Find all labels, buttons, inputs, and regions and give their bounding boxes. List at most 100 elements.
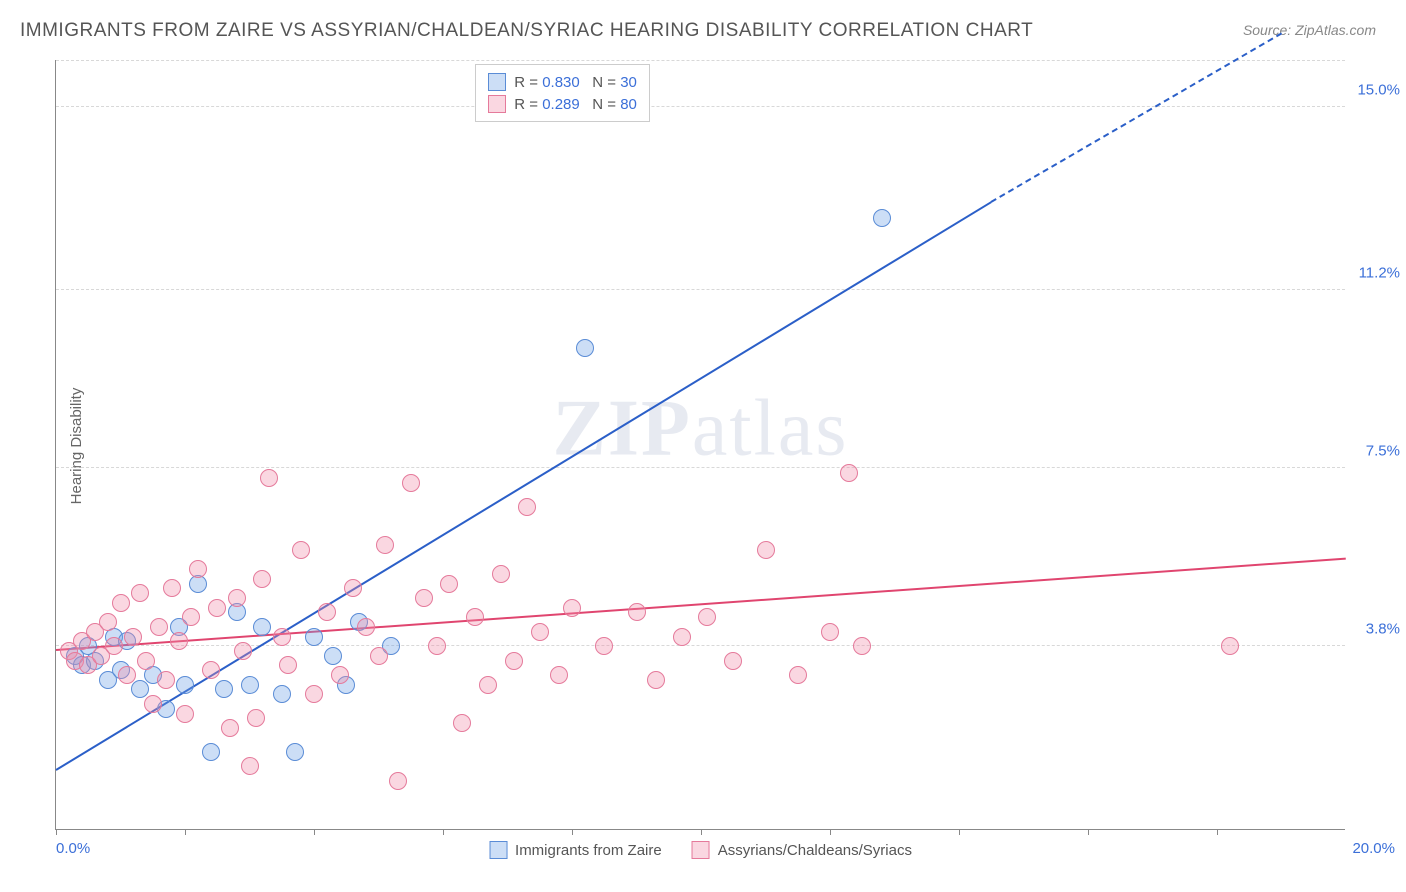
legend-label: Immigrants from Zaire xyxy=(515,842,662,859)
x-tick xyxy=(1217,829,1218,835)
gridline xyxy=(56,60,1345,61)
data-point xyxy=(698,608,716,626)
x-tick xyxy=(572,829,573,835)
data-point xyxy=(305,685,323,703)
data-point xyxy=(1221,637,1239,655)
legend-stats: R = 0.289 N = 80 xyxy=(514,96,637,113)
data-point xyxy=(331,666,349,684)
legend-item: Assyrians/Chaldeans/Syriacs xyxy=(692,841,912,859)
data-point xyxy=(402,474,420,492)
data-point xyxy=(292,541,310,559)
data-point xyxy=(357,618,375,636)
trend-line xyxy=(55,202,991,772)
data-point xyxy=(563,599,581,617)
data-point xyxy=(144,695,162,713)
data-point xyxy=(241,757,259,775)
data-point xyxy=(221,719,239,737)
y-tick-label: 7.5% xyxy=(1366,443,1400,460)
data-point xyxy=(647,671,665,689)
data-point xyxy=(505,652,523,670)
data-point xyxy=(821,623,839,641)
trend-line xyxy=(56,558,1346,651)
data-point xyxy=(853,637,871,655)
data-point xyxy=(137,652,155,670)
data-point xyxy=(440,575,458,593)
data-point xyxy=(118,666,136,684)
data-point xyxy=(286,743,304,761)
gridline xyxy=(56,289,1345,290)
data-point xyxy=(344,579,362,597)
data-point xyxy=(673,628,691,646)
data-point xyxy=(492,565,510,583)
data-point xyxy=(253,618,271,636)
data-point xyxy=(189,560,207,578)
y-tick-label: 3.8% xyxy=(1366,621,1400,638)
gridline xyxy=(56,467,1345,468)
data-point xyxy=(273,685,291,703)
data-point xyxy=(176,705,194,723)
legend-swatch xyxy=(488,95,506,113)
data-point xyxy=(202,661,220,679)
data-point xyxy=(112,594,130,612)
data-point xyxy=(479,676,497,694)
data-point xyxy=(453,714,471,732)
x-tick xyxy=(1088,829,1089,835)
legend-item: Immigrants from Zaire xyxy=(489,841,662,859)
x-tick xyxy=(185,829,186,835)
source-attribution: Source: ZipAtlas.com xyxy=(1243,22,1376,38)
legend-row: R = 0.830 N = 30 xyxy=(488,71,637,93)
x-tick xyxy=(443,829,444,835)
legend-swatch xyxy=(692,841,710,859)
data-point xyxy=(324,647,342,665)
chart-title: IMMIGRANTS FROM ZAIRE VS ASSYRIAN/CHALDE… xyxy=(20,20,1033,42)
data-point xyxy=(415,589,433,607)
trend-line xyxy=(991,33,1282,203)
data-point xyxy=(595,637,613,655)
data-point xyxy=(228,589,246,607)
data-point xyxy=(389,772,407,790)
data-point xyxy=(131,584,149,602)
series-legend: Immigrants from Zaire Assyrians/Chaldeans… xyxy=(489,841,912,859)
x-min-label: 0.0% xyxy=(56,840,90,857)
x-tick xyxy=(56,829,57,835)
data-point xyxy=(789,666,807,684)
data-point xyxy=(628,603,646,621)
x-tick xyxy=(314,829,315,835)
data-point xyxy=(305,628,323,646)
data-point xyxy=(208,599,226,617)
data-point xyxy=(202,743,220,761)
data-point xyxy=(273,628,291,646)
correlation-legend: R = 0.830 N = 30 R = 0.289 N = 80 xyxy=(475,64,650,122)
legend-row: R = 0.289 N = 80 xyxy=(488,93,637,115)
data-point xyxy=(531,623,549,641)
y-tick-label: 11.2% xyxy=(1359,265,1400,282)
data-point xyxy=(215,680,233,698)
data-point xyxy=(105,637,123,655)
watermark-text: ZIPatlas xyxy=(553,384,849,475)
data-point xyxy=(157,671,175,689)
data-point xyxy=(163,579,181,597)
data-point xyxy=(241,676,259,694)
data-point xyxy=(376,536,394,554)
data-point xyxy=(247,709,265,727)
x-tick xyxy=(701,829,702,835)
legend-label: Assyrians/Chaldeans/Syriacs xyxy=(718,842,912,859)
data-point xyxy=(757,541,775,559)
data-point xyxy=(131,680,149,698)
data-point xyxy=(840,464,858,482)
x-tick xyxy=(830,829,831,835)
x-tick xyxy=(959,829,960,835)
x-max-label: 20.0% xyxy=(1352,840,1395,857)
data-point xyxy=(279,656,297,674)
data-point xyxy=(176,676,194,694)
legend-swatch xyxy=(489,841,507,859)
data-point xyxy=(253,570,271,588)
data-point xyxy=(234,642,252,660)
data-point xyxy=(182,608,200,626)
y-tick-label: 15.0% xyxy=(1357,82,1400,99)
scatter-chart: ZIPatlas 3.8%7.5%11.2%15.0%0.0%20.0%R = … xyxy=(55,60,1345,830)
data-point xyxy=(370,647,388,665)
data-point xyxy=(318,603,336,621)
data-point xyxy=(428,637,446,655)
data-point xyxy=(99,613,117,631)
